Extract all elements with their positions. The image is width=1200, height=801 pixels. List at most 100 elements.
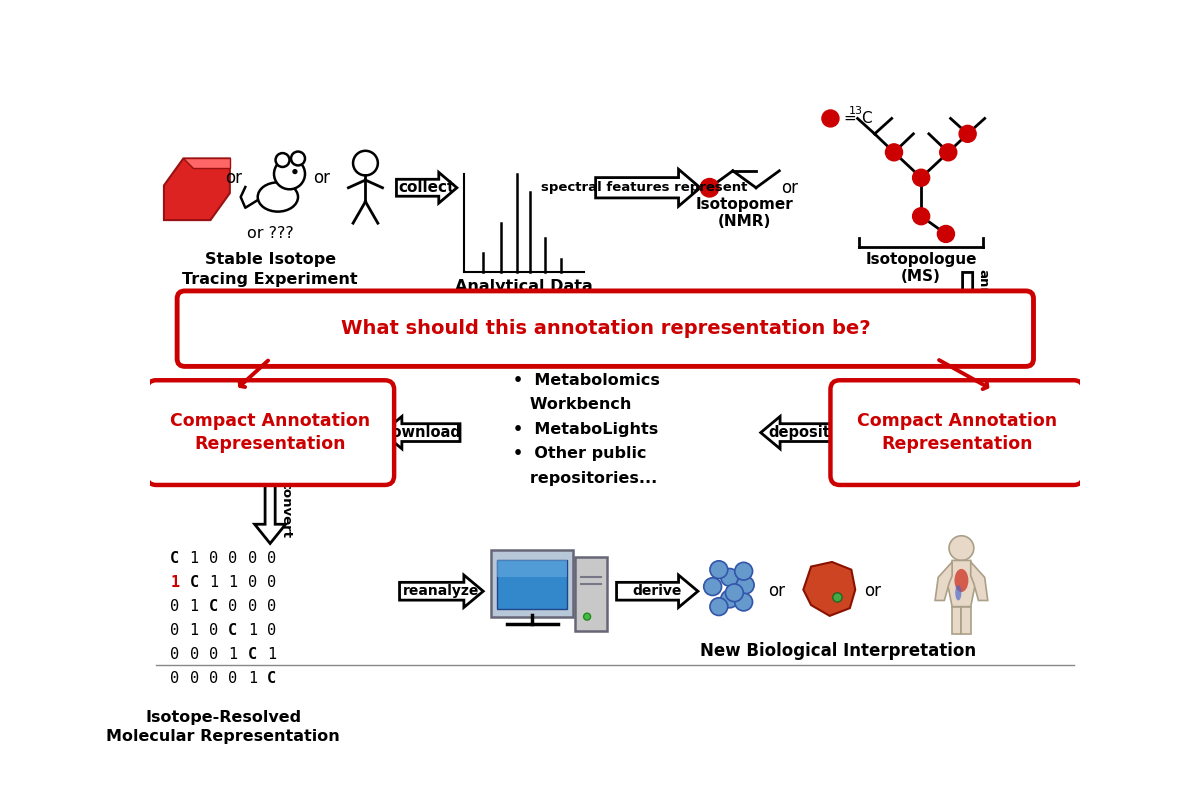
Text: •  MetaboLights: • MetaboLights: [512, 422, 658, 437]
Text: 1: 1: [268, 647, 276, 662]
Circle shape: [959, 126, 976, 143]
Polygon shape: [803, 562, 856, 616]
Circle shape: [701, 179, 719, 197]
FancyArrow shape: [254, 476, 286, 544]
Text: derive: derive: [632, 584, 682, 598]
FancyBboxPatch shape: [497, 560, 566, 609]
Text: New Biological Interpretation: New Biological Interpretation: [700, 642, 977, 660]
Circle shape: [949, 536, 974, 561]
Text: Stable Isotope
Tracing Experiment: Stable Isotope Tracing Experiment: [182, 252, 358, 287]
Text: Analytical Data: Analytical Data: [455, 279, 593, 294]
Polygon shape: [971, 562, 988, 601]
Text: 0: 0: [268, 599, 276, 614]
FancyArrow shape: [595, 169, 701, 206]
Circle shape: [940, 144, 956, 161]
FancyArrow shape: [396, 172, 457, 203]
Text: repositories...: repositories...: [512, 471, 656, 486]
Text: 0: 0: [247, 599, 257, 614]
FancyArrow shape: [953, 272, 983, 332]
FancyArrow shape: [400, 575, 484, 607]
FancyArrow shape: [617, 575, 698, 607]
Text: or: or: [781, 179, 798, 197]
Circle shape: [886, 144, 902, 161]
Text: •  Other public: • Other public: [512, 446, 647, 461]
Circle shape: [737, 576, 754, 594]
Text: Compact Annotation
Representation: Compact Annotation Representation: [170, 412, 371, 453]
Text: •  Metabolomics: • Metabolomics: [512, 372, 660, 388]
Text: 0: 0: [190, 670, 199, 686]
Text: C: C: [247, 647, 257, 662]
Circle shape: [274, 159, 305, 189]
Text: Compact Annotation
Representation: Compact Annotation Representation: [857, 412, 1057, 453]
Text: or ???: or ???: [247, 227, 294, 241]
Text: 0: 0: [209, 623, 218, 638]
Text: 0: 0: [228, 599, 238, 614]
Circle shape: [913, 207, 930, 225]
Text: 1: 1: [190, 551, 199, 566]
Text: 0: 0: [268, 575, 276, 590]
Text: or: or: [864, 582, 881, 600]
Circle shape: [721, 590, 739, 608]
Text: 1: 1: [228, 575, 238, 590]
Text: 1: 1: [247, 623, 257, 638]
Text: 0: 0: [209, 551, 218, 566]
Text: What should this annotation representation be?: What should this annotation representati…: [341, 319, 870, 338]
Circle shape: [721, 569, 739, 586]
Ellipse shape: [258, 183, 298, 211]
Text: 0: 0: [209, 647, 218, 662]
Circle shape: [734, 594, 752, 611]
Text: =: =: [844, 111, 862, 126]
Polygon shape: [961, 606, 971, 634]
Circle shape: [833, 593, 842, 602]
Text: 0: 0: [170, 623, 179, 638]
Circle shape: [726, 584, 743, 602]
Circle shape: [703, 578, 721, 595]
Text: reanalyze: reanalyze: [403, 584, 480, 598]
Polygon shape: [184, 159, 230, 167]
FancyBboxPatch shape: [575, 557, 607, 630]
Circle shape: [293, 170, 296, 174]
FancyBboxPatch shape: [146, 380, 394, 485]
FancyBboxPatch shape: [178, 291, 1033, 366]
Text: 0: 0: [170, 647, 179, 662]
Text: C: C: [268, 670, 276, 686]
Text: 0: 0: [190, 647, 199, 662]
Text: deposit: deposit: [768, 425, 830, 440]
Circle shape: [937, 225, 954, 243]
Text: 1: 1: [190, 623, 199, 638]
Text: C: C: [190, 575, 199, 590]
Text: 0: 0: [228, 670, 238, 686]
Text: Isotope-Resolved
Molecular Representation: Isotope-Resolved Molecular Representatio…: [107, 710, 340, 744]
Text: or: or: [226, 169, 242, 187]
Circle shape: [822, 110, 839, 127]
Text: 0: 0: [247, 575, 257, 590]
Text: collect: collect: [398, 180, 455, 195]
FancyBboxPatch shape: [830, 380, 1084, 485]
Circle shape: [710, 561, 727, 578]
Text: 0: 0: [228, 551, 238, 566]
Text: C: C: [228, 623, 238, 638]
Circle shape: [913, 169, 930, 186]
Text: 1: 1: [190, 599, 199, 614]
Text: 0: 0: [268, 551, 276, 566]
Text: spectral features represent: spectral features represent: [541, 181, 748, 195]
Polygon shape: [164, 159, 230, 220]
Polygon shape: [948, 561, 976, 606]
Text: 0: 0: [268, 623, 276, 638]
Text: C: C: [862, 111, 872, 126]
Circle shape: [353, 151, 378, 175]
Text: 1: 1: [209, 575, 218, 590]
Text: annotate: annotate: [977, 268, 990, 336]
Text: 0: 0: [170, 670, 179, 686]
Text: 0: 0: [209, 670, 218, 686]
Text: C: C: [170, 551, 179, 566]
Text: 1: 1: [247, 670, 257, 686]
Text: 1: 1: [170, 575, 179, 590]
Polygon shape: [952, 606, 961, 634]
FancyArrow shape: [761, 417, 839, 449]
Text: Workbench: Workbench: [512, 397, 631, 413]
FancyBboxPatch shape: [491, 550, 574, 617]
Text: 13: 13: [850, 106, 863, 116]
Polygon shape: [935, 562, 952, 601]
Circle shape: [583, 614, 590, 620]
